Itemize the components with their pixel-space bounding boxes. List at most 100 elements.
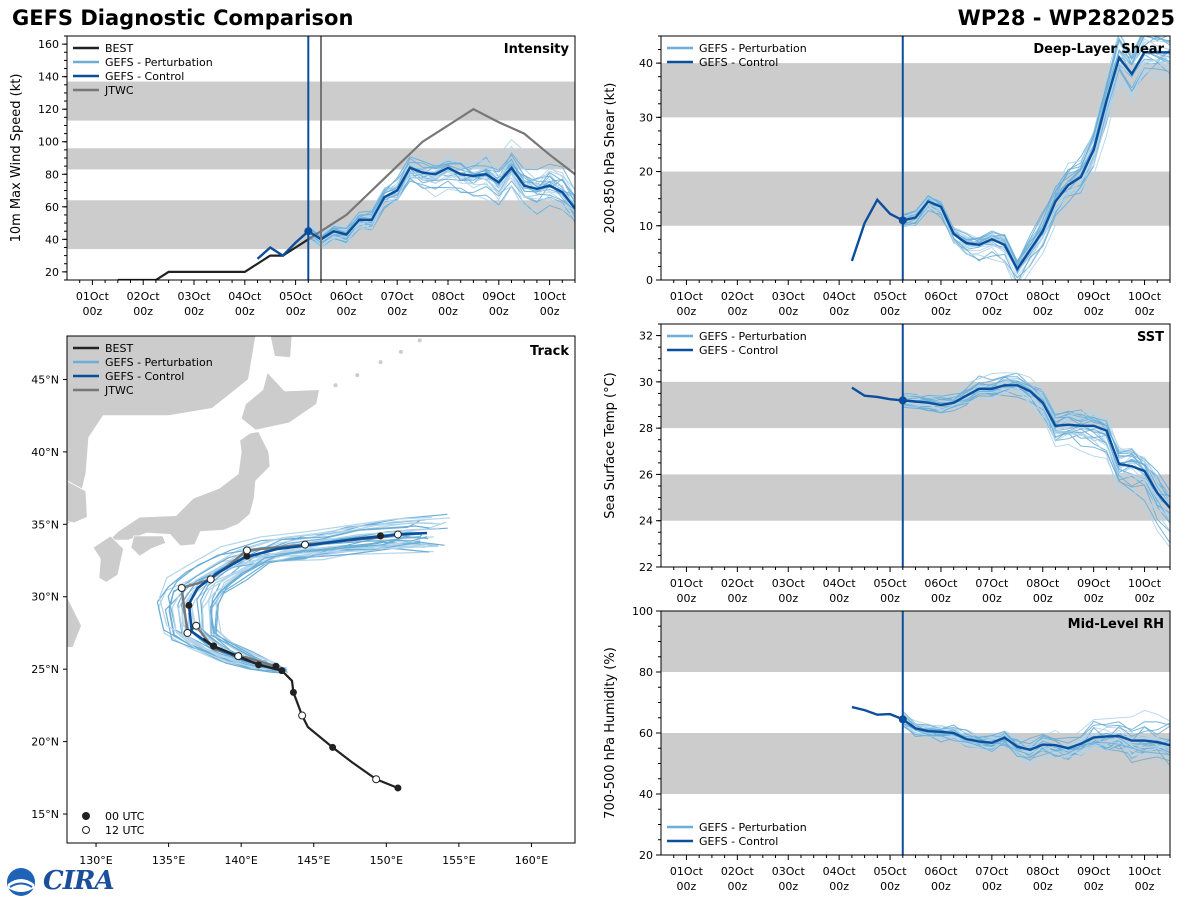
y-tick-label: 100 [38, 136, 59, 149]
x-tick-label-day: 08Oct [431, 290, 465, 303]
jtwc-marker-00utc [185, 601, 193, 609]
y-tick-label: 10 [639, 220, 653, 233]
perturbation-track-line [164, 547, 430, 674]
x-tick-label-hour: 00z [727, 305, 747, 318]
panel-rh: 20 40 60 80 100 01Oct 00z 02Oct 00z 03Oct 00z 04Oct… [603, 605, 1171, 893]
lon-tick-label: 130°E [79, 854, 112, 867]
x-tick-label-hour: 00z [880, 305, 900, 318]
best-marker-00utc [255, 661, 263, 669]
x-tick-label-hour: 00z [235, 305, 255, 318]
lat-tick-label: 25°N [31, 663, 59, 676]
perturbation-member-line [902, 68, 1170, 280]
ryukyu-shape [67, 596, 82, 648]
x-tick-label-day: 07Oct [975, 865, 1009, 878]
x-tick-label-hour: 00z [184, 305, 204, 318]
panel-title: Deep-Layer Shear [1033, 42, 1164, 57]
jtwc-marker-12utc [301, 540, 310, 549]
perturbation-member-line [902, 381, 1170, 508]
shikoku-shape [130, 535, 167, 557]
x-tick-label-day: 08Oct [1026, 865, 1060, 878]
x-tick-label-hour: 00z [286, 305, 306, 318]
x-tick-label-day: 07Oct [975, 290, 1009, 303]
jtwc-marker-12utc [183, 628, 192, 637]
perturbation-member-line [307, 180, 575, 248]
y-tick-label: 30 [639, 376, 653, 389]
intensity-band-0 [661, 474, 1170, 521]
best-marker-00utc [278, 667, 286, 675]
x-tick-label-day: 05Oct [279, 290, 313, 303]
perturbation-member-line [902, 714, 1170, 750]
lon-tick-label: 140°E [224, 854, 257, 867]
lon-tick-label: 150°E [370, 854, 403, 867]
y-tick-label: 20 [45, 266, 59, 279]
y-tick-label: 40 [639, 57, 653, 70]
storm-id-title: WP28 - WP282025 [957, 6, 1175, 30]
intensity-band-1 [661, 611, 1170, 672]
legend-label: BEST [105, 342, 133, 355]
x-tick-label-hour: 00z [982, 880, 1002, 893]
kuril-island-shape [378, 360, 383, 365]
plot-area [661, 36, 1170, 280]
init-point-marker [304, 227, 313, 236]
x-tick-label-hour: 00z [387, 305, 407, 318]
y-tick-label: 60 [639, 727, 653, 740]
best-marker-00utc [394, 784, 402, 792]
x-tick-label-day: 07Oct [381, 290, 415, 303]
y-tick-label: 0 [646, 274, 653, 287]
plot-area [661, 324, 1170, 567]
y-tick-label: 40 [45, 233, 59, 246]
perturbation-track-line [210, 535, 429, 671]
legend-label: GEFS - Control [699, 56, 778, 69]
perturbation-member-line [902, 382, 1170, 521]
panel-shear: 0 10 20 30 40 01Oct 00z 02Oct 00z 03Oct 00z 04Oct 00… [603, 35, 1171, 318]
x-tick-label-day: 06Oct [330, 290, 364, 303]
x-tick-label-day: 02Oct [721, 290, 755, 303]
x-tick-label-day: 01Oct [670, 865, 704, 878]
y-axis-label: 10m Max Wind Speed (kt) [9, 74, 24, 243]
intensity-band-1 [661, 63, 1170, 118]
marker-legend-label: 00 UTC [105, 810, 145, 823]
x-tick-label-hour: 00z [931, 592, 951, 605]
x-tick-label-hour: 00z [1084, 305, 1104, 318]
x-tick-label-hour: 00z [677, 305, 697, 318]
x-tick-label-day: 03Oct [772, 577, 806, 590]
x-tick-label-hour: 00z [1033, 592, 1053, 605]
x-tick-label-hour: 00z [489, 305, 509, 318]
init-point-marker [898, 216, 907, 225]
x-tick-label-hour: 00z [727, 592, 747, 605]
x-tick-label-day: 06Oct [924, 577, 958, 590]
y-tick-label: 80 [45, 168, 59, 181]
x-tick-label-day: 04Oct [823, 290, 857, 303]
plot-area [661, 611, 1170, 855]
perturbation-member-line [308, 163, 575, 243]
marker-legend-label: 12 UTC [105, 824, 145, 837]
jtwc-marker-12utc [234, 652, 243, 661]
x-tick-label-day: 09Oct [482, 290, 516, 303]
x-tick-label-day: 07Oct [975, 577, 1009, 590]
jtwc-marker-00utc [243, 552, 251, 560]
plot-area [67, 36, 575, 280]
jtwc-marker-12utc [192, 621, 201, 630]
y-tick-label: 60 [45, 201, 59, 214]
best-marker-12utc [298, 711, 307, 720]
best-marker-12utc [372, 775, 381, 784]
korea-shape [67, 480, 88, 524]
x-tick-label-hour: 00z [1135, 880, 1155, 893]
x-tick-label-day: 03Oct [177, 290, 211, 303]
perturbation-track-line [183, 544, 428, 674]
perturbation-member-line [902, 67, 1170, 280]
x-tick-label-hour: 00z [133, 305, 153, 318]
x-tick-label-hour: 00z [1084, 592, 1104, 605]
x-tick-label-day: 01Oct [76, 290, 110, 303]
x-tick-label-day: 10Oct [1128, 290, 1162, 303]
x-tick-label-hour: 00z [880, 880, 900, 893]
noaa-cira-logo: CIRA [5, 866, 115, 898]
legend-label: BEST [105, 42, 133, 55]
perturbation-member-line [902, 721, 1170, 750]
x-tick-label-day: 10Oct [533, 290, 567, 303]
y-tick-label: 140 [38, 71, 59, 84]
x-tick-label-hour: 00z [778, 592, 798, 605]
perturbation-member-line [307, 166, 575, 246]
x-tick-label-day: 01Oct [670, 290, 704, 303]
y-tick-label: 32 [639, 330, 653, 343]
